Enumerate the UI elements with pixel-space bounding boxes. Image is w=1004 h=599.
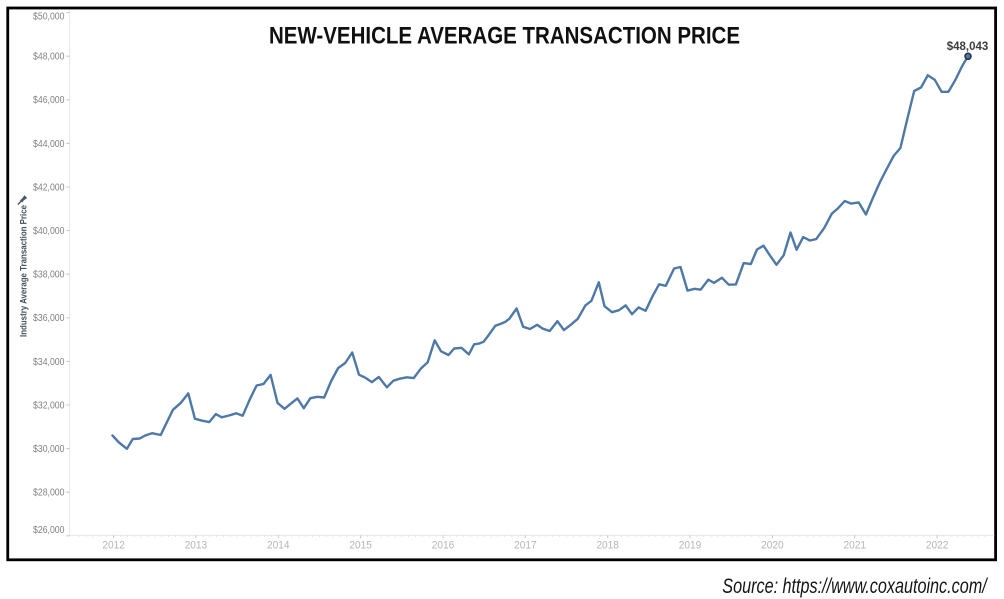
svg-text:2015: 2015: [349, 540, 372, 552]
svg-text:$34,000: $34,000: [33, 357, 65, 368]
svg-text:$50,000: $50,000: [33, 11, 65, 22]
svg-text:$38,000: $38,000: [33, 270, 65, 281]
svg-text:$40,000: $40,000: [33, 226, 65, 237]
svg-text:2014: 2014: [267, 540, 290, 552]
svg-text:Industry Average Transaction P: Industry Average Transaction Price: [19, 205, 29, 337]
svg-text:$48,000: $48,000: [33, 52, 65, 63]
svg-text:2013: 2013: [185, 540, 208, 552]
svg-text:2012: 2012: [102, 540, 125, 552]
svg-text:$48,043: $48,043: [947, 41, 989, 53]
svg-text:$36,000: $36,000: [33, 313, 65, 324]
svg-text:$30,000: $30,000: [33, 444, 65, 455]
svg-text:2020: 2020: [761, 540, 784, 552]
svg-text:$42,000: $42,000: [33, 182, 65, 193]
svg-text:2017: 2017: [514, 540, 537, 552]
svg-text:NEW-VEHICLE AVERAGE TRANSACTIO: NEW-VEHICLE AVERAGE TRANSACTION PRICE: [269, 24, 740, 50]
svg-text:Source: https://www.coxautoinc: Source: https://www.coxautoinc.com/: [722, 574, 988, 598]
svg-text:2019: 2019: [679, 540, 702, 552]
svg-text:2018: 2018: [596, 540, 619, 552]
svg-text:$32,000: $32,000: [33, 400, 65, 411]
svg-text:$28,000: $28,000: [33, 488, 65, 499]
svg-text:2022: 2022: [926, 540, 949, 552]
svg-text:2016: 2016: [432, 540, 455, 552]
svg-text:$46,000: $46,000: [33, 95, 65, 106]
svg-text:$26,000: $26,000: [33, 525, 65, 536]
svg-text:2021: 2021: [844, 540, 867, 552]
svg-text:$44,000: $44,000: [33, 139, 65, 150]
